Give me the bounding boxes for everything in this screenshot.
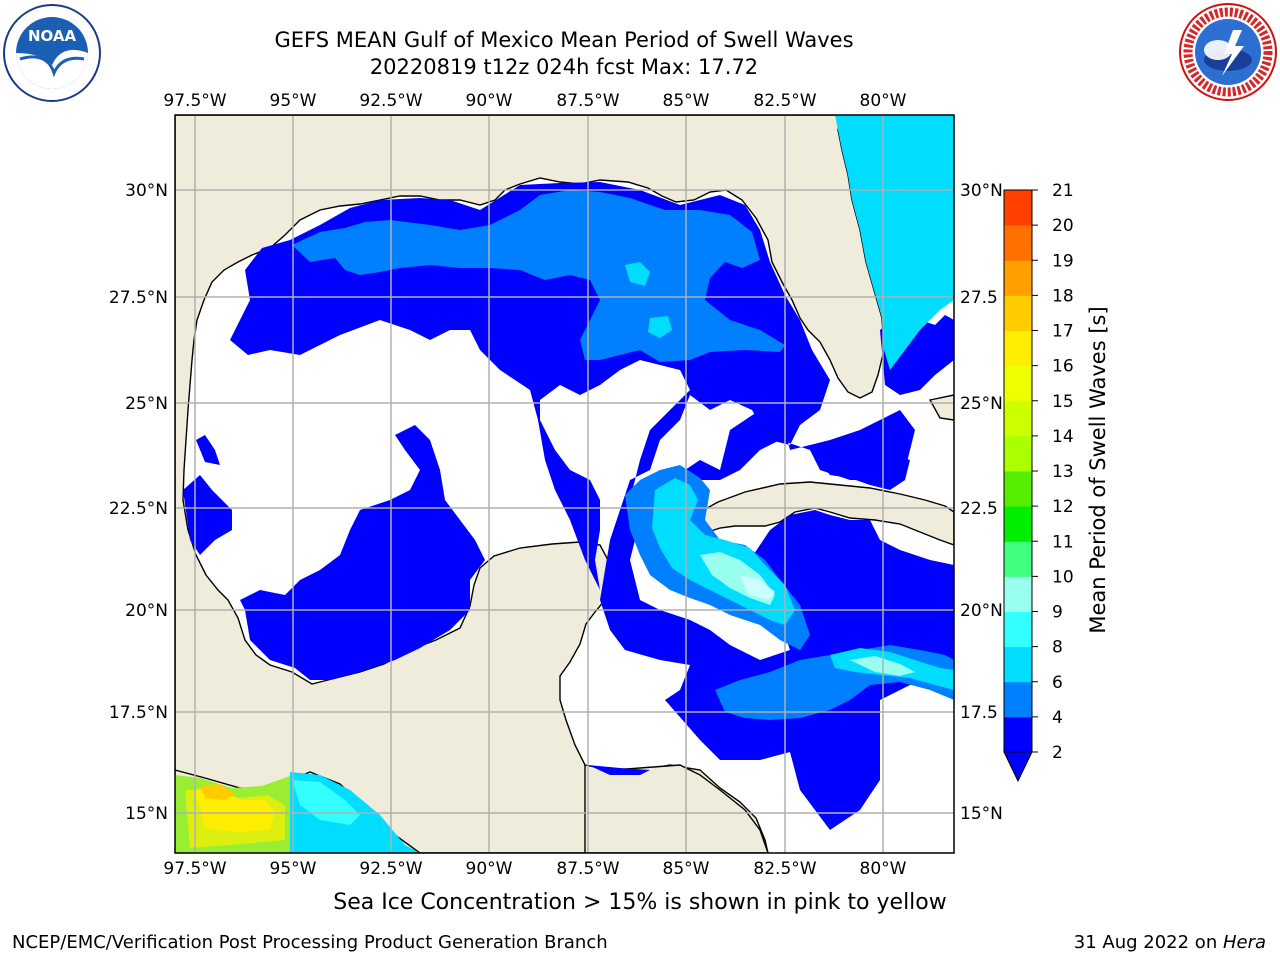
lat-label: 27.5 bbox=[960, 288, 998, 308]
us-coast bbox=[175, 115, 885, 853]
colorbar-tick-label: 11 bbox=[1052, 532, 1074, 552]
colorbar-segment bbox=[1004, 681, 1032, 718]
lat-label: 20°N bbox=[125, 601, 168, 621]
colorbar-tick-label: 15 bbox=[1052, 392, 1074, 412]
lat-label: 15°N bbox=[125, 804, 168, 824]
lon-label: 80°W bbox=[860, 859, 907, 879]
colorbar-segment bbox=[1004, 400, 1032, 437]
colorbar-segment bbox=[1004, 225, 1032, 261]
colorbar-tick-label: 2 bbox=[1052, 743, 1063, 763]
lon-label: 92.5°W bbox=[359, 859, 422, 879]
colorbar-tick-label: 20 bbox=[1052, 216, 1074, 236]
map-area bbox=[175, 115, 954, 853]
lon-label: 90°W bbox=[466, 859, 513, 879]
colorbar-tick-label: 8 bbox=[1052, 638, 1063, 658]
lat-label: 22.5°N bbox=[109, 499, 168, 519]
cuba bbox=[699, 481, 954, 546]
lon-label: 97.5°W bbox=[163, 91, 226, 111]
colorbar-tick-label: 19 bbox=[1052, 251, 1074, 271]
lat-label: 25°N bbox=[125, 394, 168, 414]
footer-host: Hera bbox=[1222, 932, 1266, 953]
lon-label: 85°W bbox=[663, 91, 710, 111]
colorbar-segment bbox=[1004, 576, 1032, 612]
colorbar-tick-label: 16 bbox=[1052, 357, 1074, 377]
colorbar-tick-label: 9 bbox=[1052, 603, 1063, 623]
footer-date: 31 Aug 2022 on Hera bbox=[1074, 932, 1266, 953]
colorbar-tick-label: 6 bbox=[1052, 673, 1063, 693]
colorbar-tick-label: 14 bbox=[1052, 427, 1074, 447]
lon-labels-bottom: 97.5°W 95°W 92.5°W 90°W 87.5°W 85°W 82.5… bbox=[163, 859, 906, 879]
colorbar-segment bbox=[1004, 435, 1032, 472]
colorbar-segment bbox=[1004, 471, 1032, 507]
lat-label: 25°N bbox=[960, 394, 1003, 414]
lon-label: 85°W bbox=[663, 859, 710, 879]
colorbar-tick-label: 10 bbox=[1052, 567, 1074, 587]
footer-date-text: 31 Aug 2022 on bbox=[1073, 932, 1223, 953]
lon-label: 97.5°W bbox=[163, 859, 226, 879]
map-subtitle: 20220819 t12z 024h fcst Max: 17.72 bbox=[369, 55, 759, 79]
lat-label: 17.5 bbox=[960, 703, 998, 723]
colorbar-segment bbox=[1004, 260, 1032, 296]
lon-label: 87.5°W bbox=[556, 859, 619, 879]
lon-label: 82.5°W bbox=[753, 859, 816, 879]
lon-label: 87.5°W bbox=[556, 91, 619, 111]
lat-labels-left: 30°N 27.5°N 25°N 22.5°N 20°N 17.5°N 15°N bbox=[109, 181, 168, 824]
noaa-logo: NOAA bbox=[3, 4, 101, 102]
lon-label: 95°W bbox=[270, 91, 317, 111]
map-title: GEFS MEAN Gulf of Mexico Mean Period of … bbox=[274, 28, 854, 52]
lat-label: 15°N bbox=[960, 804, 1003, 824]
lat-labels-right: 30°N 27.5 25°N 22.5 20°N 17.5 15°N bbox=[960, 181, 1003, 824]
colorbar-segments bbox=[1004, 190, 1032, 753]
bahamas bbox=[928, 394, 954, 421]
lat-label: 30°N bbox=[960, 181, 1003, 201]
lat-label: 30°N bbox=[125, 181, 168, 201]
nws-logo bbox=[1179, 3, 1277, 101]
lat-label: 22.5 bbox=[960, 499, 998, 519]
colorbar-segment bbox=[1004, 506, 1032, 542]
lon-label: 82.5°W bbox=[753, 91, 816, 111]
lat-label: 17.5°N bbox=[109, 703, 168, 723]
colorbar-tick-label: 21 bbox=[1052, 181, 1074, 201]
lon-labels-top: 97.5°W 95°W 92.5°W 90°W 87.5°W 85°W 82.5… bbox=[163, 91, 906, 111]
colorbar-segment bbox=[1004, 646, 1032, 683]
colorbar-ticks: 2 4 6 8 9 10 11 12 13 14 15 16 17 18 19 20 21 bbox=[1032, 181, 1074, 763]
colorbar-tick-label: 13 bbox=[1052, 462, 1074, 482]
colorbar: 2 4 6 8 9 10 11 12 13 14 15 16 17 18 19 20 21 bbox=[1003, 181, 1074, 783]
colorbar-segment bbox=[1004, 611, 1032, 648]
colorbar-under-triangle bbox=[1003, 751, 1033, 783]
map-frame bbox=[174, 114, 955, 854]
lon-label: 80°W bbox=[860, 91, 907, 111]
colorbar-tick-label: 4 bbox=[1052, 708, 1063, 728]
colorbar-segment bbox=[1004, 295, 1032, 331]
sea-ice-caption: Sea Ice Concentration > 15% is shown in … bbox=[333, 890, 947, 915]
colorbar-segment bbox=[1004, 541, 1032, 577]
svg-text:NOAA: NOAA bbox=[28, 27, 77, 45]
lat-label: 27.5°N bbox=[109, 288, 168, 308]
colorbar-segment bbox=[1004, 716, 1032, 753]
colorbar-tick-label: 17 bbox=[1052, 322, 1074, 342]
lon-label: 95°W bbox=[270, 859, 317, 879]
colorbar-segment bbox=[1004, 365, 1032, 402]
colorbar-label: Mean Period of Swell Waves [s] bbox=[1086, 306, 1110, 634]
colorbar-segment bbox=[1004, 330, 1032, 367]
colorbar-segment bbox=[1004, 190, 1032, 226]
gridlines bbox=[175, 115, 954, 853]
colorbar-tick-label: 18 bbox=[1052, 286, 1074, 306]
lon-label: 90°W bbox=[466, 91, 513, 111]
lat-label: 20°N bbox=[960, 601, 1003, 621]
footer-branch: NCEP/EMC/Verification Post Processing Pr… bbox=[12, 932, 608, 953]
colorbar-tick-label: 12 bbox=[1052, 497, 1074, 517]
lon-label: 92.5°W bbox=[359, 91, 422, 111]
